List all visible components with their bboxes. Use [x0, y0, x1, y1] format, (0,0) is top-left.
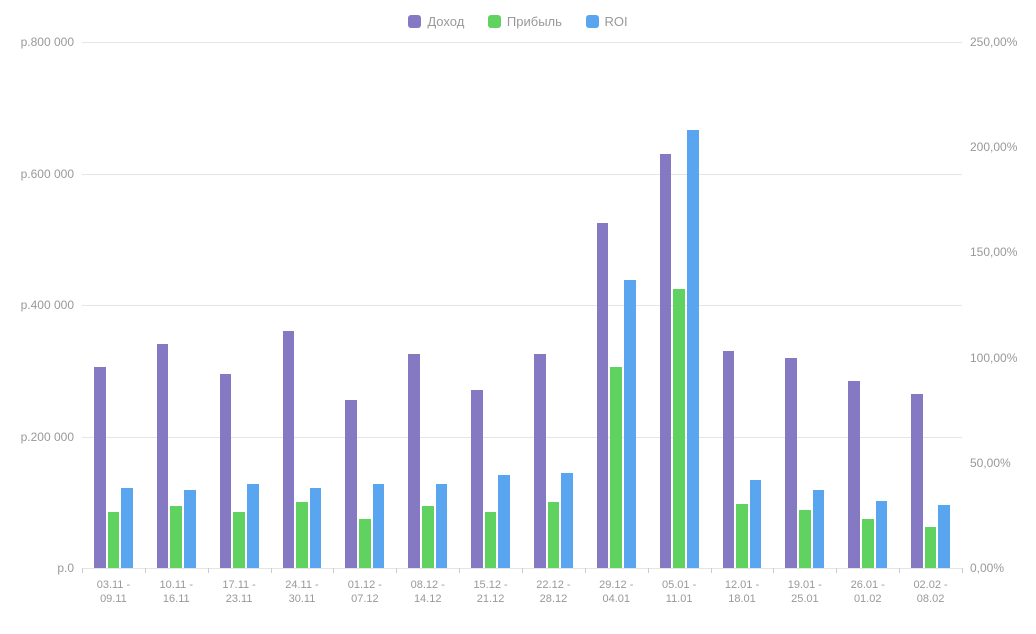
bar-прибыль [422, 506, 434, 568]
bar-доход [597, 223, 609, 568]
bar-прибыль [170, 506, 182, 568]
bar-прибыль [799, 510, 811, 568]
legend-swatch [586, 15, 599, 28]
x-axis-label: 15.12 - 21.12 [459, 578, 522, 607]
bar-roi [813, 490, 825, 568]
x-axis-label: 01.12 - 07.12 [333, 578, 396, 607]
y-right-axis-label: 150,00% [970, 246, 1017, 258]
x-tick [396, 568, 397, 573]
bar-прибыль [108, 512, 120, 568]
y-left-axis-label: p.600 000 [4, 168, 74, 180]
bar-доход [283, 331, 295, 568]
x-axis-label: 17.11 - 23.11 [208, 578, 271, 607]
gridline [82, 174, 962, 175]
y-right-axis-label: 200,00% [970, 141, 1017, 153]
gridline [82, 437, 962, 438]
bar-roi [624, 280, 636, 568]
bar-roi [687, 130, 699, 568]
chart-plot-area: 03.11 - 09.1110.11 - 16.1117.11 - 23.112… [82, 42, 962, 568]
bar-доход [408, 354, 420, 568]
bar-доход [471, 390, 483, 568]
y-left-axis-label: p.400 000 [4, 299, 74, 311]
bar-прибыль [233, 512, 245, 568]
legend-item: ROI [586, 14, 628, 29]
x-axis-label: 12.01 - 18.01 [711, 578, 774, 607]
legend-label: Прибыль [507, 14, 562, 29]
y-left-axis-label: p.800 000 [4, 36, 74, 48]
bar-roi [373, 484, 385, 568]
bar-доход [157, 344, 169, 568]
bar-доход [660, 154, 672, 568]
legend-swatch [408, 15, 421, 28]
y-left-axis-label: p.0 [4, 562, 74, 574]
bar-roi [938, 505, 950, 568]
bar-доход [723, 351, 735, 568]
bar-прибыль [673, 289, 685, 568]
x-tick [711, 568, 712, 573]
gridline [82, 305, 962, 306]
bar-прибыль [485, 512, 497, 568]
bar-доход [848, 381, 860, 568]
bar-roi [184, 490, 196, 568]
x-axis-label: 29.12 - 04.01 [585, 578, 648, 607]
bar-прибыль [610, 367, 622, 568]
bar-прибыль [862, 519, 874, 568]
x-tick [522, 568, 523, 573]
chart-legend: Доход Прибыль ROI [0, 14, 1036, 31]
bar-прибыль [296, 502, 308, 568]
y-right-axis-label: 250,00% [970, 36, 1017, 48]
x-axis-label: 02.02 - 08.02 [899, 578, 962, 607]
bar-roi [247, 484, 259, 568]
legend-item: Прибыль [488, 14, 562, 29]
x-tick [585, 568, 586, 573]
x-tick [836, 568, 837, 573]
x-axis-label: 10.11 - 16.11 [145, 578, 208, 607]
x-tick [208, 568, 209, 573]
x-axis-label: 03.11 - 09.11 [82, 578, 145, 607]
y-right-axis-label: 0,00% [970, 562, 1004, 574]
x-axis-label: 26.01 - 01.02 [836, 578, 899, 607]
legend-item: Доход [408, 14, 464, 29]
bar-доход [534, 354, 546, 568]
x-tick [459, 568, 460, 573]
bar-доход [94, 367, 106, 568]
y-right-axis-label: 50,00% [970, 457, 1011, 469]
legend-swatch [488, 15, 501, 28]
bar-roi [310, 488, 322, 568]
x-tick [333, 568, 334, 573]
bar-roi [876, 501, 888, 568]
bar-roi [498, 475, 510, 568]
x-tick [962, 568, 963, 573]
bar-доход [785, 358, 797, 568]
bar-доход [911, 394, 923, 568]
bar-roi [121, 488, 133, 568]
bar-прибыль [736, 504, 748, 568]
x-tick [271, 568, 272, 573]
gridline [82, 42, 962, 43]
y-left-axis-label: p.200 000 [4, 431, 74, 443]
bar-roi [561, 473, 573, 568]
y-right-axis-label: 100,00% [970, 352, 1017, 364]
bar-доход [220, 374, 232, 568]
x-tick [899, 568, 900, 573]
x-axis-label: 24.11 - 30.11 [271, 578, 334, 607]
x-axis-label: 08.12 - 14.12 [396, 578, 459, 607]
x-axis-label: 22.12 - 28.12 [522, 578, 585, 607]
chart-container: Доход Прибыль ROI 03.11 - 09.1110.11 - 1… [0, 0, 1036, 634]
legend-label: Доход [427, 14, 464, 29]
bar-прибыль [925, 527, 937, 568]
x-tick [773, 568, 774, 573]
bar-roi [750, 480, 762, 568]
x-tick [145, 568, 146, 573]
bar-прибыль [548, 502, 560, 568]
bar-прибыль [359, 519, 371, 568]
legend-label: ROI [605, 14, 628, 29]
x-axis-label: 05.01 - 11.01 [648, 578, 711, 607]
x-axis-label: 19.01 - 25.01 [773, 578, 836, 607]
x-tick [82, 568, 83, 573]
x-tick [648, 568, 649, 573]
bar-roi [436, 484, 448, 568]
bar-доход [345, 400, 357, 568]
